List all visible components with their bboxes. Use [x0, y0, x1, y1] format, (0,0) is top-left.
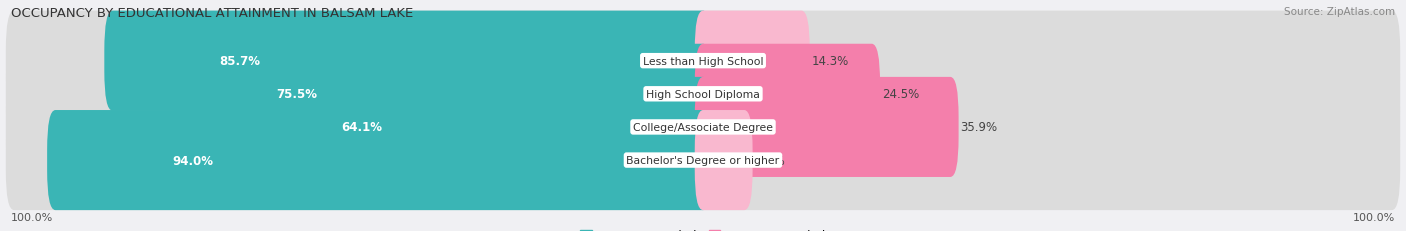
Text: 24.5%: 24.5%	[882, 88, 920, 101]
FancyBboxPatch shape	[253, 78, 711, 177]
Text: 100.0%: 100.0%	[11, 212, 53, 222]
FancyBboxPatch shape	[695, 78, 959, 177]
FancyBboxPatch shape	[695, 12, 810, 111]
FancyBboxPatch shape	[695, 111, 752, 210]
FancyBboxPatch shape	[6, 111, 711, 210]
Text: 6.0%: 6.0%	[755, 154, 785, 167]
FancyBboxPatch shape	[695, 111, 1400, 210]
Text: 64.1%: 64.1%	[340, 121, 382, 134]
FancyBboxPatch shape	[695, 45, 880, 144]
FancyBboxPatch shape	[48, 111, 711, 210]
Text: 75.5%: 75.5%	[277, 88, 318, 101]
Text: 35.9%: 35.9%	[960, 121, 998, 134]
FancyBboxPatch shape	[695, 12, 1400, 111]
Text: 85.7%: 85.7%	[219, 55, 260, 68]
Text: 100.0%: 100.0%	[1353, 212, 1395, 222]
Text: OCCUPANCY BY EDUCATIONAL ATTAINMENT IN BALSAM LAKE: OCCUPANCY BY EDUCATIONAL ATTAINMENT IN B…	[11, 7, 413, 20]
FancyBboxPatch shape	[104, 12, 711, 111]
Text: High School Diploma: High School Diploma	[647, 89, 759, 99]
FancyBboxPatch shape	[174, 45, 711, 144]
FancyBboxPatch shape	[695, 78, 1400, 177]
Text: Source: ZipAtlas.com: Source: ZipAtlas.com	[1284, 7, 1395, 17]
FancyBboxPatch shape	[695, 45, 1400, 144]
FancyBboxPatch shape	[6, 12, 711, 111]
Legend: Owner-occupied, Renter-occupied: Owner-occupied, Renter-occupied	[575, 224, 831, 231]
FancyBboxPatch shape	[6, 45, 711, 144]
Text: 94.0%: 94.0%	[172, 154, 212, 167]
FancyBboxPatch shape	[6, 78, 711, 177]
Text: 14.3%: 14.3%	[811, 55, 849, 68]
Text: College/Associate Degree: College/Associate Degree	[633, 122, 773, 132]
Text: Less than High School: Less than High School	[643, 56, 763, 66]
Text: Bachelor's Degree or higher: Bachelor's Degree or higher	[627, 155, 779, 165]
